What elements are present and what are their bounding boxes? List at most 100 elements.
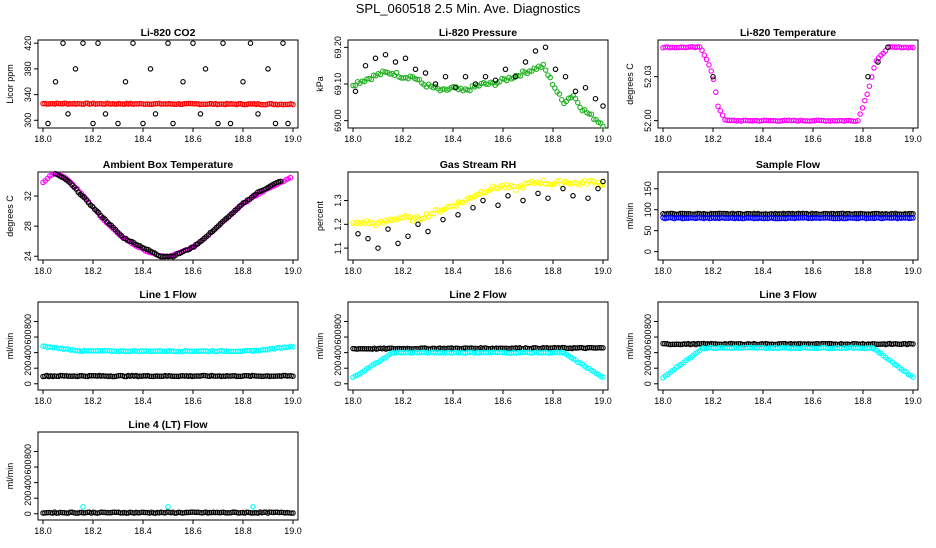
data-point bbox=[910, 215, 916, 221]
data-point bbox=[910, 374, 916, 380]
y-tick-label: 0 bbox=[23, 511, 33, 516]
data-point bbox=[80, 40, 86, 46]
chart-temperature: Li-820 Temperature 18.0 18.2 18.4 18.6 18.8 19… bbox=[625, 27, 922, 144]
x-tick-label: 18.6 bbox=[184, 526, 202, 536]
x-tick-label: 18.2 bbox=[704, 134, 722, 144]
y-axis-label: ml/min bbox=[5, 333, 15, 360]
data-point bbox=[216, 509, 223, 516]
y-axis-label: ml/min bbox=[315, 333, 325, 360]
data-point bbox=[452, 84, 459, 91]
y-tick-label: 69.00 bbox=[333, 109, 343, 132]
data-point bbox=[191, 373, 197, 379]
data-point bbox=[362, 62, 369, 69]
y-tick-label: 28 bbox=[23, 221, 33, 231]
data-point bbox=[875, 59, 881, 65]
data-point bbox=[535, 190, 541, 197]
data-point bbox=[556, 91, 563, 97]
data-point bbox=[65, 111, 71, 117]
data-point bbox=[45, 120, 51, 127]
data-point bbox=[694, 44, 701, 50]
y-tick-label: 24 bbox=[23, 251, 33, 261]
data-point bbox=[532, 48, 539, 54]
y-tick-label: 300 bbox=[23, 113, 33, 128]
data-point bbox=[170, 120, 176, 127]
data-point bbox=[241, 372, 248, 379]
data-point bbox=[265, 66, 271, 72]
data-point bbox=[865, 73, 871, 80]
data-point bbox=[350, 82, 356, 89]
data-point bbox=[821, 215, 827, 221]
data-point bbox=[708, 68, 714, 74]
points-sample bbox=[660, 210, 916, 222]
y-tick-label: 800 bbox=[333, 314, 343, 329]
x-tick-label: 18.6 bbox=[494, 396, 512, 406]
data-point bbox=[412, 66, 419, 73]
data-point bbox=[717, 107, 724, 114]
data-point bbox=[206, 509, 213, 516]
y-tick-label: 52.00 bbox=[643, 109, 653, 132]
data-point bbox=[277, 178, 284, 185]
data-point bbox=[562, 73, 569, 80]
data-point bbox=[598, 345, 604, 351]
data-point bbox=[263, 373, 269, 379]
chart-title: Li-820 Pressure bbox=[439, 27, 517, 39]
data-point bbox=[165, 40, 171, 46]
x-tick-label: 19.0 bbox=[594, 134, 612, 144]
y-tick-label: 100 bbox=[643, 202, 653, 217]
y-tick-label: 0 bbox=[23, 381, 33, 386]
data-point bbox=[135, 510, 141, 516]
data-point bbox=[467, 87, 473, 94]
data-point bbox=[582, 84, 589, 91]
data-point bbox=[422, 70, 429, 76]
data-point bbox=[852, 118, 859, 124]
data-point bbox=[215, 120, 221, 127]
x-tick-label: 18.4 bbox=[754, 396, 772, 406]
data-point bbox=[432, 207, 439, 213]
x-tick-label: 18.4 bbox=[134, 526, 152, 536]
data-point bbox=[745, 215, 752, 221]
data-point bbox=[600, 103, 606, 109]
chart-title: Li-820 CO2 bbox=[141, 27, 196, 39]
x-tick-label: 18.8 bbox=[544, 266, 562, 276]
points-line2 bbox=[350, 344, 606, 381]
data-point bbox=[700, 345, 706, 351]
data-point bbox=[160, 101, 166, 107]
x-tick-label: 18.2 bbox=[704, 396, 722, 406]
x-tick-label: 19.0 bbox=[904, 396, 922, 406]
data-point bbox=[428, 211, 434, 217]
data-point bbox=[290, 373, 296, 379]
chart-title: Line 4 (LT) Flow bbox=[128, 419, 208, 431]
x-tick-label: 18.2 bbox=[84, 396, 102, 406]
data-point bbox=[552, 85, 558, 91]
data-point bbox=[405, 214, 411, 220]
data-point bbox=[560, 185, 566, 192]
x-tick-label: 18.4 bbox=[754, 134, 772, 144]
data-point bbox=[552, 66, 559, 73]
x-tick-label: 18.2 bbox=[394, 396, 412, 406]
data-point bbox=[220, 40, 226, 46]
data-point bbox=[715, 103, 721, 110]
data-point bbox=[147, 66, 154, 72]
data-point bbox=[572, 95, 579, 102]
data-point bbox=[505, 193, 511, 199]
x-tick-label: 18.2 bbox=[84, 526, 102, 536]
data-point bbox=[495, 202, 501, 209]
y-tick-label: 600 bbox=[23, 330, 33, 345]
data-point bbox=[871, 65, 877, 71]
x-tick-label: 18.8 bbox=[854, 266, 872, 276]
data-point bbox=[165, 504, 171, 510]
y-tick-label: 600 bbox=[333, 330, 343, 345]
chart-title: Li-820 Temperature bbox=[740, 27, 836, 39]
x-tick-label: 18.0 bbox=[344, 266, 362, 276]
data-point bbox=[216, 101, 223, 107]
y-axis-label: ml/min bbox=[625, 203, 635, 230]
y-tick-label: 800 bbox=[643, 314, 653, 329]
x-tick-label: 18.0 bbox=[34, 266, 52, 276]
data-point bbox=[287, 343, 294, 350]
data-point bbox=[405, 233, 411, 239]
data-point bbox=[585, 195, 591, 201]
page-title: SPL_060518 2.5 Min. Ave. Diagnostics bbox=[355, 1, 581, 16]
points-line3 bbox=[660, 340, 916, 381]
data-point bbox=[673, 341, 680, 347]
data-point bbox=[375, 245, 381, 251]
